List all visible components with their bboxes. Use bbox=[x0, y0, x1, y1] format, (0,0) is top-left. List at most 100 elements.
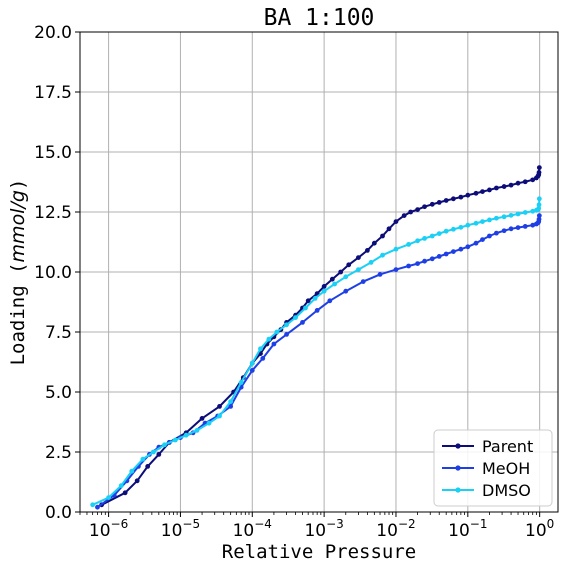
data-point-dmso bbox=[321, 288, 327, 294]
data-point-dmso bbox=[274, 329, 280, 335]
x-tick-label-exponent: −3 bbox=[326, 517, 344, 531]
data-point-meoh bbox=[249, 368, 255, 373]
data-point-meoh bbox=[536, 213, 542, 219]
data-point-dmso bbox=[228, 399, 234, 404]
data-point-parent bbox=[134, 478, 140, 484]
legend-label: DMSO bbox=[482, 481, 531, 500]
data-point-meoh bbox=[327, 298, 333, 304]
data-point-dmso bbox=[183, 432, 189, 438]
data-point-meoh bbox=[494, 230, 499, 236]
data-point-parent bbox=[487, 187, 492, 193]
data-point-meoh bbox=[95, 504, 100, 510]
x-tick-label-exponent: −2 bbox=[398, 517, 416, 531]
data-point-dmso bbox=[458, 224, 464, 230]
data-point-meoh bbox=[377, 272, 383, 277]
data-point-dmso bbox=[249, 360, 255, 366]
data-point-dmso bbox=[536, 206, 542, 211]
y-tick-label: 20.0 bbox=[34, 23, 72, 43]
data-point-dmso bbox=[150, 449, 156, 455]
series-dmso bbox=[90, 196, 542, 508]
x-tick-label: 10−1 bbox=[448, 517, 487, 541]
data-point-meoh bbox=[300, 320, 305, 325]
x-tick-label-exponent: 0 bbox=[547, 517, 555, 531]
legend-box bbox=[433, 429, 553, 507]
data-point-parent bbox=[522, 179, 528, 185]
data-point-meoh bbox=[480, 237, 485, 243]
data-point-parent bbox=[515, 180, 521, 186]
data-point-meoh bbox=[415, 261, 420, 266]
data-point-meoh bbox=[501, 228, 507, 234]
x-tick-label: 10−3 bbox=[304, 517, 343, 541]
legend-swatch-marker bbox=[455, 465, 461, 471]
data-point-parent bbox=[380, 233, 385, 239]
data-point-dmso bbox=[450, 226, 456, 232]
data-point-dmso bbox=[393, 246, 399, 252]
data-point-meoh bbox=[343, 288, 349, 294]
data-point-dmso bbox=[217, 413, 222, 419]
data-point-dmso bbox=[422, 236, 427, 241]
data-point-meoh bbox=[515, 225, 521, 231]
x-tick-label: 10−5 bbox=[161, 517, 200, 541]
data-point-parent bbox=[217, 404, 222, 409]
data-point-parent bbox=[122, 490, 128, 496]
data-point-dmso bbox=[415, 238, 420, 244]
data-point-dmso bbox=[380, 252, 385, 258]
data-point-parent bbox=[450, 196, 456, 202]
x-tick-label-base: 10 bbox=[161, 521, 183, 541]
data-point-dmso bbox=[118, 483, 124, 488]
x-tick-label-exponent: −1 bbox=[470, 517, 488, 531]
data-point-dmso bbox=[90, 502, 96, 508]
data-point-meoh bbox=[393, 267, 399, 272]
data-point-meoh bbox=[522, 224, 528, 229]
x-tick-label-base: 10 bbox=[233, 521, 255, 541]
legend: Parent MeOH DMSO bbox=[433, 429, 553, 507]
data-point-parent bbox=[401, 213, 407, 219]
data-point-dmso bbox=[129, 468, 135, 474]
y-tick-label: 7.5 bbox=[45, 323, 72, 343]
y-tick-label: 15.0 bbox=[34, 143, 72, 163]
data-point-meoh bbox=[284, 332, 289, 337]
legend-label: Parent bbox=[482, 437, 533, 456]
data-point-parent bbox=[501, 184, 507, 189]
data-point-meoh bbox=[422, 258, 427, 264]
data-point-dmso bbox=[356, 267, 361, 272]
data-point-dmso bbox=[536, 202, 542, 208]
series-line-dmso bbox=[92, 198, 541, 506]
data-point-dmso bbox=[194, 428, 200, 433]
data-point-parent bbox=[145, 464, 151, 469]
data-point-parent bbox=[458, 194, 464, 200]
data-point-parent bbox=[536, 170, 542, 175]
data-point-dmso bbox=[284, 322, 289, 328]
data-point-parent bbox=[494, 185, 499, 191]
data-point-meoh bbox=[530, 222, 536, 228]
data-point-dmso bbox=[293, 315, 298, 320]
data-point-parent bbox=[346, 262, 352, 268]
data-point-meoh bbox=[406, 263, 412, 269]
x-tick-label-base: 10 bbox=[448, 521, 470, 541]
data-point-parent bbox=[321, 284, 327, 289]
data-point-dmso bbox=[238, 380, 244, 385]
data-point-parent bbox=[386, 226, 392, 232]
data-point-meoh bbox=[465, 244, 471, 250]
y-tick-label: 12.5 bbox=[34, 203, 72, 223]
y-tick-label: 10.0 bbox=[34, 263, 72, 283]
data-point-parent bbox=[364, 248, 370, 253]
data-point-meoh bbox=[260, 356, 266, 361]
data-point-parent bbox=[422, 204, 427, 210]
y-tick-label: 0.0 bbox=[45, 503, 72, 523]
data-point-dmso bbox=[494, 215, 499, 221]
data-point-dmso bbox=[332, 281, 338, 287]
data-point-dmso bbox=[465, 222, 471, 228]
data-point-meoh bbox=[536, 216, 542, 222]
data-point-dmso bbox=[515, 211, 521, 217]
data-point-parent bbox=[371, 240, 377, 246]
data-point-meoh bbox=[436, 254, 442, 259]
data-point-parent bbox=[443, 198, 449, 203]
x-tick-label: 100 bbox=[525, 517, 554, 541]
data-point-dmso bbox=[206, 420, 212, 426]
data-point-meoh bbox=[508, 226, 514, 232]
data-point-parent bbox=[415, 207, 420, 213]
x-tick-label: 10−2 bbox=[376, 517, 415, 541]
data-point-meoh bbox=[487, 233, 492, 239]
x-tick-label-base: 10 bbox=[89, 521, 111, 541]
